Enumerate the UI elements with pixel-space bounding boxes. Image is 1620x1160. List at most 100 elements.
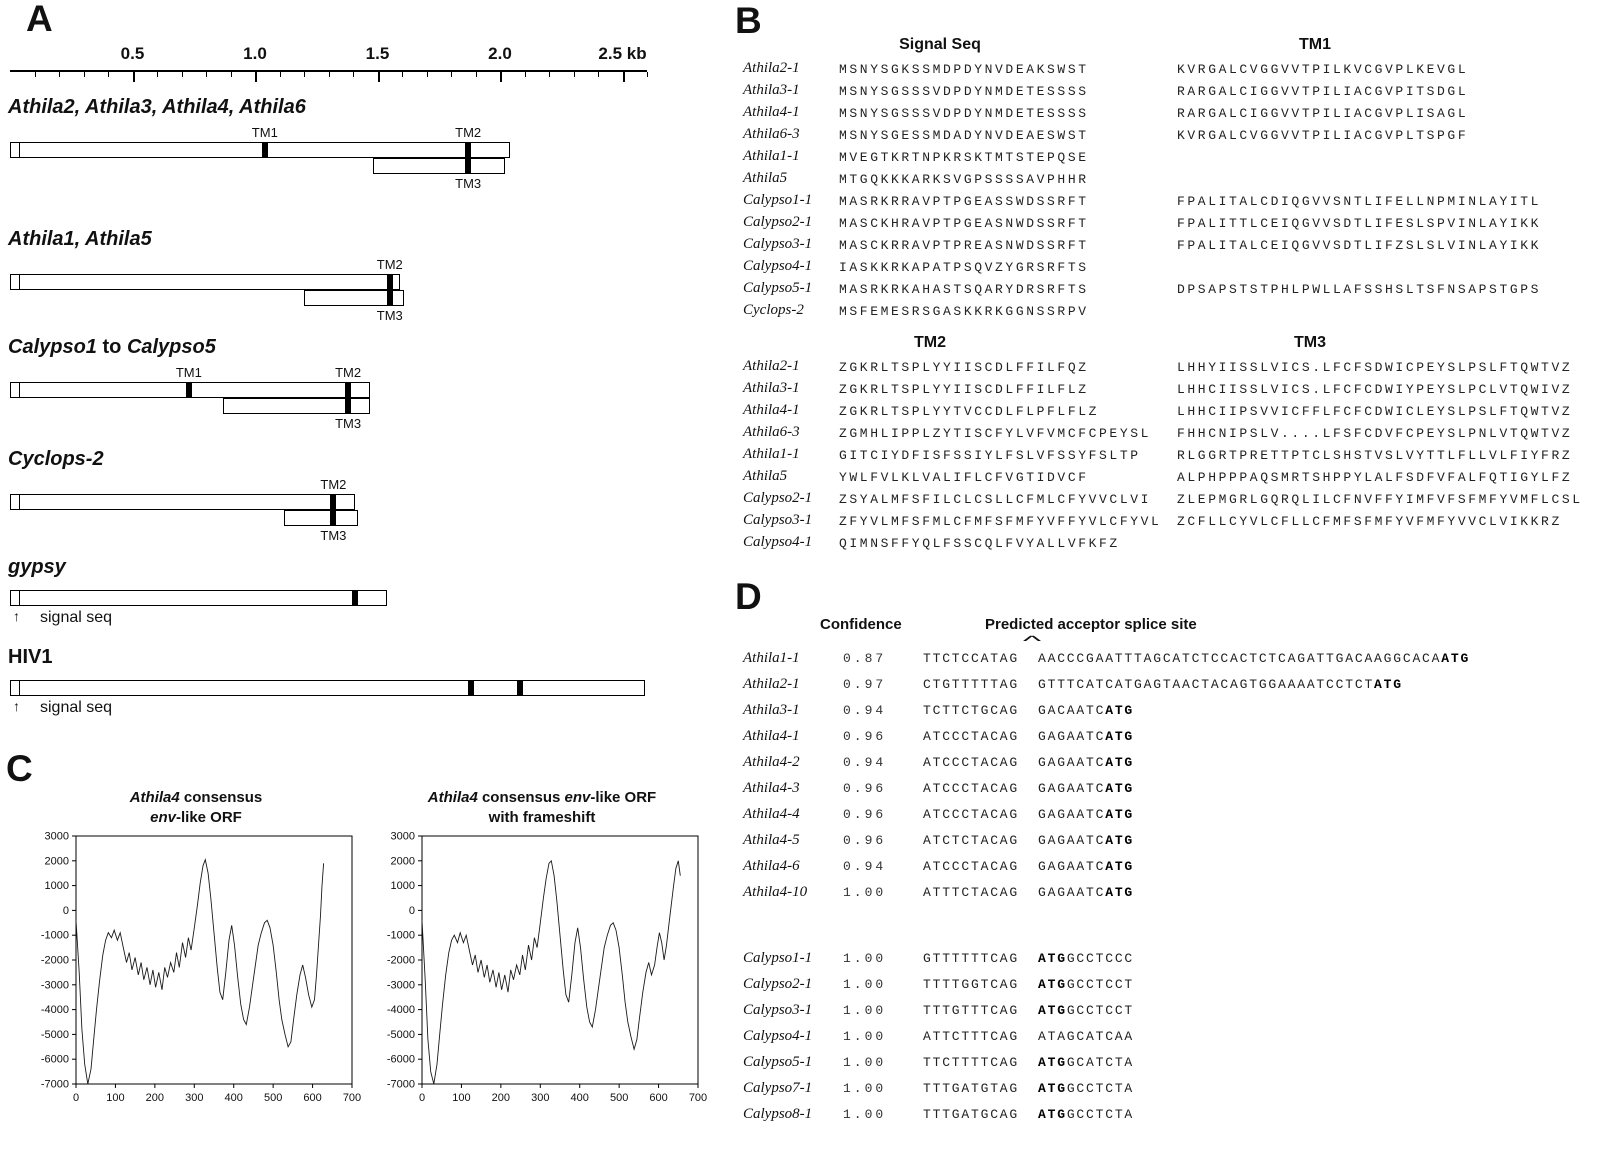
gene-segment-box: [223, 398, 371, 414]
ruler-tick: [647, 72, 648, 77]
ruler-tick: [353, 72, 354, 77]
y-tick-label: -5000: [41, 1029, 69, 1041]
splice-seq-left: TTCTTTTCAG: [923, 1055, 1020, 1070]
splice-seq-right: AACCCGAATTTAGCATCTCCACTCTCAGATTGACAAGGCA…: [1038, 651, 1470, 666]
seq-pre: GAGAATC: [1038, 755, 1106, 770]
tm-bar: [352, 590, 359, 606]
ruler-tick-label: 2.0: [488, 44, 512, 63]
sequence-name: Athila4-1: [743, 728, 800, 744]
ruler-tick: [573, 72, 575, 77]
sequence-text: YWLFVLKLVALIFLCFVGTIDVCF: [839, 470, 1089, 485]
tm-label: TM2: [335, 365, 362, 380]
start-codon: ATG: [1105, 833, 1135, 848]
confidence-value: 1.00: [843, 977, 887, 992]
ruler-tick: [475, 72, 477, 77]
ruler-tick: [157, 72, 158, 77]
sequence-text: MASRKRRAVPTPGEASSWDSSRFT: [839, 194, 1089, 209]
confidence-value: 1.00: [843, 1029, 887, 1044]
seq-pre: GAGAATC: [1038, 729, 1106, 744]
ruler-tick: [132, 72, 135, 82]
tm-label: TM2: [455, 125, 482, 140]
y-tick-label: -2000: [387, 955, 415, 967]
sequence-text: RLGGRTPRETTPTCLSHSTVSLVYTTLFLLVLFIYFRZ: [1177, 448, 1573, 463]
sequence-name: Athila4-3: [743, 780, 800, 796]
text-segment: -like ORF: [176, 809, 242, 826]
confidence-header: Confidence: [820, 616, 902, 633]
x-tick-label: 100: [452, 1092, 470, 1104]
sequence-text: FPALITTLCEIQGVVSDTLIFESLSPVINLAYIKK: [1177, 216, 1542, 231]
sequence-name: Calypso2-1: [743, 214, 813, 230]
sequence-name: Athila6-3: [743, 424, 800, 440]
sequence-text: MSFEMESRSGASKKRKGGNSSRPV: [839, 304, 1089, 319]
y-tick-label: -2000: [41, 955, 69, 967]
y-tick-label: 0: [409, 905, 415, 917]
start-codon: ATG: [1038, 1107, 1067, 1122]
gene-segment-box: [10, 142, 510, 158]
confidence-value: 0.94: [843, 755, 887, 770]
tm-bar: [516, 680, 523, 696]
sequence-text: MASCKRRAVPTPREASNWDSSRFT: [839, 238, 1089, 253]
sequence-text: ZCFLLCYVLCFLLCFMFSFMFYVFMFYVVCLVIKKRZ: [1177, 514, 1562, 529]
tm-bar: [386, 290, 393, 306]
splice-seq-right: GTTTCATCATGAGTAACTACAGTGGAAAATCCTCTATG: [1038, 677, 1403, 692]
splice-seq-left: TTTTGGTCAG: [923, 977, 1020, 992]
confidence-value: 0.96: [843, 781, 887, 796]
ruler-tick-label: 2.5 kb: [598, 44, 647, 63]
sequence-name: Athila4-10: [743, 884, 808, 900]
text-segment: -like ORF: [590, 789, 657, 806]
sequence-text: MASRKRKAHASTSQARYDRSRFTS: [839, 282, 1089, 297]
gene-segment-box: [10, 590, 388, 606]
seq-post: GCATCTA: [1066, 1055, 1135, 1070]
panel-b-alignments: B Signal Seq TM1 Athila2-1 MSNYSGKSSMDPDYNV…: [735, 2, 1620, 564]
ruler-tick: [230, 72, 232, 77]
sequence-name: Athila4-5: [743, 832, 800, 848]
plot-frame: [75, 835, 353, 1085]
signal-seq-notch: [19, 142, 20, 158]
confidence-value: 0.87: [843, 651, 887, 666]
text-segment: consensus: [477, 789, 565, 806]
panel-c-hydropathy-plots: C Athila4 consensus env-like ORF 3000 2000 1…: [0, 748, 732, 1160]
x-tick-label: 200: [492, 1092, 510, 1104]
tm-bar: [330, 494, 337, 510]
splice-seq-left: GTTTTTTCAG: [923, 951, 1020, 966]
text-segment: env: [564, 789, 591, 806]
sequence-text: FHHCNIPSLV....LFSFCDVFCPEYSLPNLVTQWTVZ: [1177, 426, 1573, 441]
confidence-value: 1.00: [843, 951, 887, 966]
gene-name: gypsy: [8, 556, 66, 579]
splice-seq-left: TTCTCCATAG: [923, 651, 1020, 666]
gene-segment-box: [284, 510, 358, 526]
x-tick-label: 0: [73, 1092, 79, 1104]
tm-bar: [345, 398, 352, 414]
tm-label: TM3: [376, 308, 403, 323]
chart-title-line: Athila4 consensus env-like ORF: [372, 788, 712, 808]
start-codon: ATG: [1038, 977, 1067, 992]
sequence-name: Athila2-1: [743, 60, 800, 76]
sequence-text: ALPHPPPAQSMRTSHPPYLALFSDFVFALFQTIGYLFZ: [1177, 470, 1573, 485]
sequence-name: Athila5: [743, 468, 788, 484]
signal-seq-label: signal seq: [40, 699, 113, 716]
sequence-name: Athila2-1: [743, 358, 800, 374]
ruler-tick: [255, 72, 257, 82]
ruler-tick: [549, 72, 550, 77]
ruler-line: [10, 70, 647, 72]
tm-label: TM3: [335, 416, 362, 431]
splice-seq-right: ATGGCCTCCT: [1038, 977, 1134, 992]
sequence-name: Calypso2-1: [743, 490, 813, 506]
tm-label: TM1: [175, 365, 202, 380]
x-tick-label: 0: [419, 1092, 425, 1104]
x-tick-label: 500: [264, 1092, 282, 1104]
signal-seq-arrow-icon: ↑: [13, 608, 20, 624]
seq-pre: GAGAATC: [1038, 885, 1106, 900]
splice-seq-left: ATCCCTACAG: [923, 729, 1020, 744]
sequence-text: ZGKRLTSPLYYTVCCDLFLPFLFLZ: [839, 404, 1100, 419]
splice-seq-left: TTTGATGCAG: [923, 1107, 1020, 1122]
tm-label: TM3: [320, 528, 347, 543]
sequence-text: ZFYVLMFSFMLCFMFSFMFYVFFYVLCFYVL: [839, 514, 1162, 529]
splice-seq-right: ATGGCCTCCT: [1038, 1003, 1134, 1018]
start-codon: ATG: [1038, 1003, 1067, 1018]
text-segment: consensus: [179, 789, 263, 806]
confidence-value: 0.96: [843, 833, 887, 848]
start-codon: ATG: [1105, 885, 1135, 900]
y-tick-label: -1000: [387, 930, 415, 942]
sequence-name: Athila4-6: [743, 858, 800, 874]
